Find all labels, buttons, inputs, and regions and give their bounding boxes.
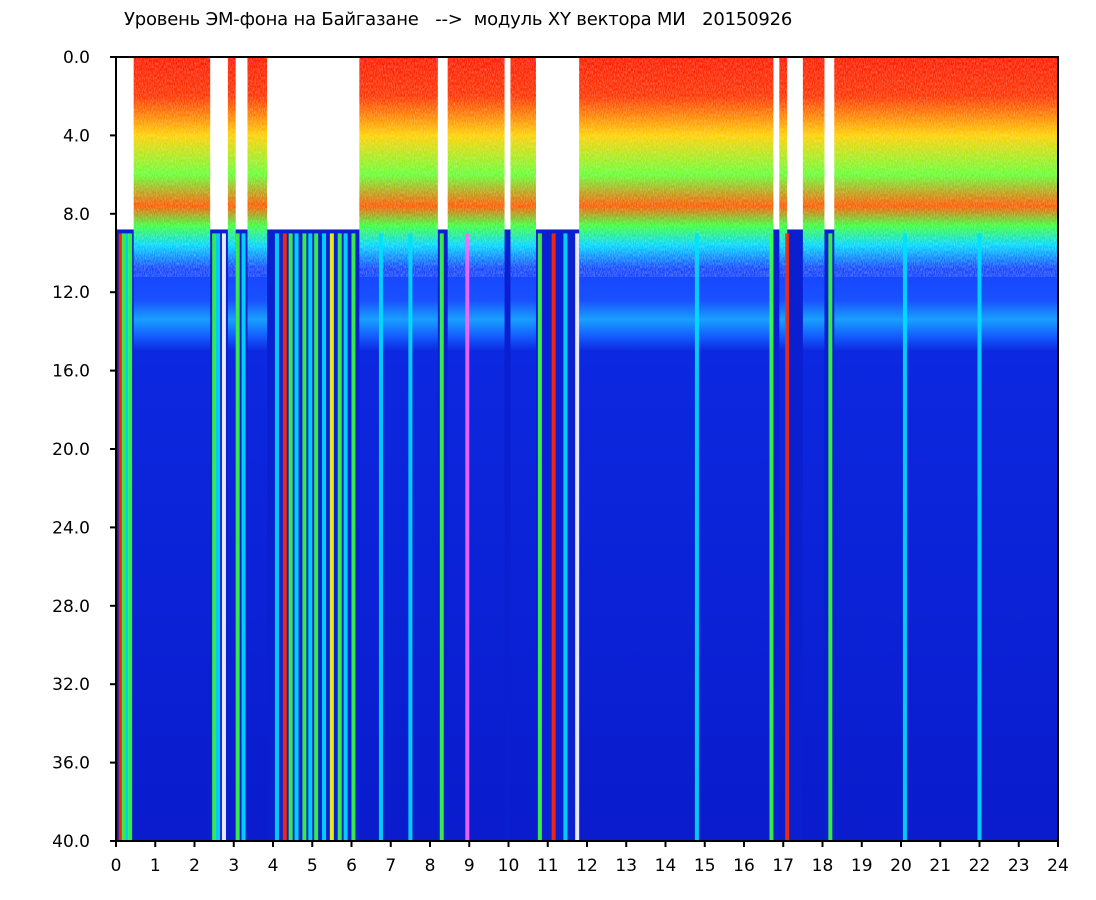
x-tick-label: 16 <box>733 856 755 876</box>
vertical-streak <box>439 233 444 841</box>
x-tick-label: 24 <box>1047 856 1069 876</box>
y-tick-label: 0.0 <box>63 48 90 68</box>
vertical-streak <box>121 233 126 841</box>
x-tick-label: 1 <box>150 856 161 876</box>
gap-lower-region <box>773 229 780 841</box>
x-tick-label: 14 <box>655 856 677 876</box>
vertical-streak <box>124 233 129 841</box>
x-tick-label: 17 <box>772 856 794 876</box>
y-tick-label: 24.0 <box>52 518 90 538</box>
x-tick-label: 0 <box>111 856 122 876</box>
x-tick-label: 11 <box>537 856 559 876</box>
vertical-streak <box>274 233 279 841</box>
y-tick-label: 8.0 <box>63 205 90 225</box>
gap-lower-region <box>787 229 803 841</box>
x-tick-label: 6 <box>346 856 357 876</box>
vertical-streak <box>314 233 319 841</box>
gap-region <box>773 57 780 230</box>
x-tick-label: 21 <box>929 856 951 876</box>
y-tick-label: 28.0 <box>52 597 90 617</box>
vertical-streak <box>235 233 240 841</box>
x-tick-label: 9 <box>464 856 475 876</box>
x-tick-label: 4 <box>268 856 279 876</box>
y-tick-label: 20.0 <box>52 440 90 460</box>
x-tick-label: 23 <box>1008 856 1030 876</box>
x-tick-label: 7 <box>385 856 396 876</box>
vertical-streak <box>288 233 293 841</box>
x-tick-label: 19 <box>851 856 873 876</box>
y-tick-label: 4.0 <box>63 126 90 146</box>
x-tick-label: 3 <box>228 856 239 876</box>
vertical-streak <box>221 233 226 841</box>
x-tick-label: 10 <box>498 856 520 876</box>
y-tick-label: 32.0 <box>52 675 90 695</box>
x-tick-label: 8 <box>425 856 436 876</box>
vertical-streak <box>212 233 217 841</box>
gap-region <box>235 57 248 230</box>
gap-region <box>210 57 228 230</box>
y-tick-label: 16.0 <box>52 362 90 382</box>
vertical-streak <box>128 233 133 841</box>
y-axis: 0.0 4.0 8.0 12.0 16.0 20.0 24.0 28.0 32.0 36.0 40.… <box>52 48 116 852</box>
vertical-streak <box>378 233 383 841</box>
x-tick-label: 2 <box>189 856 200 876</box>
vertical-streak <box>537 233 542 841</box>
vertical-streak <box>216 233 221 841</box>
chart-title: Уровень ЭМ-фона на Байгазане --> модуль … <box>124 9 793 30</box>
x-tick-label: 18 <box>812 856 834 876</box>
gap-region <box>267 57 360 230</box>
vertical-streak <box>769 233 774 841</box>
y-tick-label: 40.0 <box>52 832 90 852</box>
vertical-streak <box>694 233 699 841</box>
heatmap-noise-overlay <box>116 57 1058 277</box>
x-tick-label: 5 <box>307 856 318 876</box>
gap-lower-region <box>535 229 580 841</box>
vertical-streak <box>322 233 327 841</box>
vertical-streak <box>351 233 356 841</box>
vertical-streak <box>308 233 313 841</box>
gap-region <box>437 57 448 230</box>
vertical-streak <box>282 233 287 841</box>
x-axis: 0 1 2 3 4 5 6 7 8 9 10 11 12 13 14 15 16 17 18 19 20 21 22 23 24 <box>111 841 1069 876</box>
vertical-streak <box>563 233 568 841</box>
vertical-streak <box>294 233 299 841</box>
vertical-streak <box>408 233 413 841</box>
vertical-streak <box>343 233 348 841</box>
vertical-streak <box>241 233 246 841</box>
vertical-streak <box>575 233 580 841</box>
x-tick-label: 12 <box>576 856 598 876</box>
y-tick-label: 36.0 <box>52 754 90 774</box>
vertical-streak <box>785 233 790 841</box>
vertical-streak <box>902 233 907 841</box>
plot-area <box>116 57 1058 841</box>
vertical-streak <box>551 233 556 841</box>
x-tick-label: 22 <box>969 856 991 876</box>
vertical-streak <box>302 233 307 841</box>
x-tick-label: 13 <box>615 856 637 876</box>
vertical-streak <box>828 233 833 841</box>
x-tick-label: 15 <box>694 856 716 876</box>
vertical-streak <box>329 233 334 841</box>
gap-region <box>116 57 134 230</box>
gap-lower-region <box>504 229 511 841</box>
gap-region <box>504 57 511 230</box>
vertical-streak <box>977 233 982 841</box>
x-tick-label: 20 <box>890 856 912 876</box>
vertical-streak <box>118 233 123 841</box>
vertical-streak <box>337 233 342 841</box>
gap-region <box>824 57 835 230</box>
gap-region <box>535 57 580 230</box>
vertical-streak <box>465 233 470 841</box>
gap-region <box>787 57 803 230</box>
y-tick-label: 12.0 <box>52 283 90 303</box>
